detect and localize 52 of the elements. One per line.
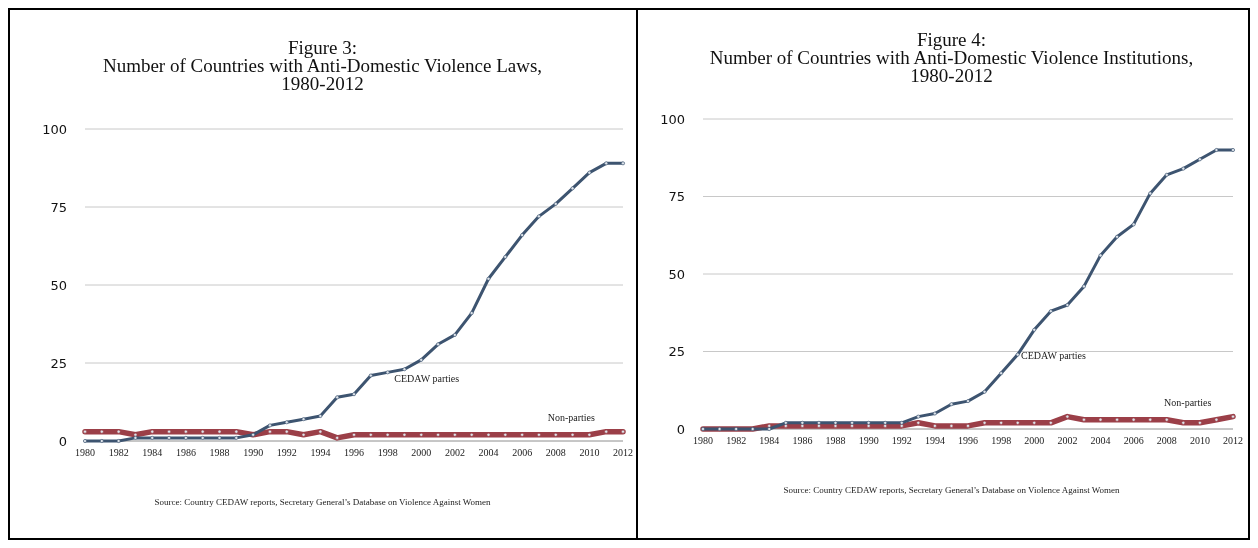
y-tick-label: 100 <box>42 121 67 137</box>
x-tick-label: 2006 <box>1123 435 1144 446</box>
y-tick-label: 25 <box>50 355 67 371</box>
series-label: Non-parties <box>547 411 595 423</box>
x-tick-label: 1984 <box>142 447 163 458</box>
x-tick-label: 1986 <box>792 435 813 446</box>
y-tick-label: 75 <box>668 189 685 205</box>
x-tick-label: 2000 <box>1024 435 1045 446</box>
series-label: Non-parties <box>1164 396 1212 408</box>
x-tick-label: 2004 <box>1090 435 1111 446</box>
x-tick-label: 1996 <box>344 447 364 458</box>
y-tick-label: 0 <box>676 421 685 437</box>
series-label: CEDAW parties <box>1021 350 1086 362</box>
x-tick-label: 1998 <box>991 435 1012 446</box>
x-tick-label: 2008 <box>1156 435 1177 446</box>
x-tick-label: 1990 <box>858 435 879 446</box>
x-tick-label: 2010 <box>579 447 600 458</box>
x-tick-label: 1996 <box>958 435 978 446</box>
x-tick-label: 1994 <box>924 435 945 446</box>
x-tick-label: 1982 <box>108 447 129 458</box>
x-tick-label: 2006 <box>512 447 533 458</box>
y-tick-label: 75 <box>50 199 67 215</box>
x-tick-label: 1994 <box>310 447 331 458</box>
y-tick-label: 25 <box>668 344 685 360</box>
x-tick-label: 1998 <box>377 447 398 458</box>
x-tick-label: 1990 <box>243 447 264 458</box>
x-tick-label: 1982 <box>726 435 747 446</box>
x-tick-label: 2004 <box>478 447 499 458</box>
x-tick-label: 2008 <box>545 447 566 458</box>
x-tick-label: 2002 <box>1057 435 1078 446</box>
x-tick-label: 1992 <box>276 447 297 458</box>
x-tick-label: 1986 <box>175 447 196 458</box>
x-tick-label: 1988 <box>209 447 230 458</box>
y-tick-label: 100 <box>660 111 685 127</box>
chart-title: Figure 3: Number of Countries with Anti-Domestic Violence Laws, 1980-2012 <box>102 37 543 94</box>
y-tick-label: 50 <box>668 266 685 282</box>
source-note: Source: Country CEDAW reports, Secretary General’s Database on Violence Against Women <box>154 497 492 507</box>
chart-title: Figure 4: Number of Countries with Anti-Domestic Violence Institutions, 1980-2012 <box>709 29 1194 86</box>
x-tick-label: 2012 <box>613 447 633 458</box>
series-label: CEDAW parties <box>394 372 460 384</box>
x-tick-label: 2000 <box>411 447 432 458</box>
y-tick-label: 0 <box>58 433 67 449</box>
x-tick-label: 1988 <box>825 435 846 446</box>
x-tick-label: 1980 <box>693 435 713 446</box>
x-tick-label: 2002 <box>444 447 465 458</box>
source-note: Source: Country CEDAW reports, Secretary General’s Database on Violence Against Women <box>783 485 1121 495</box>
x-tick-label: 1980 <box>75 447 95 458</box>
x-tick-label: 1992 <box>891 435 912 446</box>
x-tick-label: 1984 <box>759 435 780 446</box>
x-tick-label: 2010 <box>1189 435 1210 446</box>
x-tick-label: 2012 <box>1223 435 1243 446</box>
y-tick-label: 50 <box>50 277 67 293</box>
